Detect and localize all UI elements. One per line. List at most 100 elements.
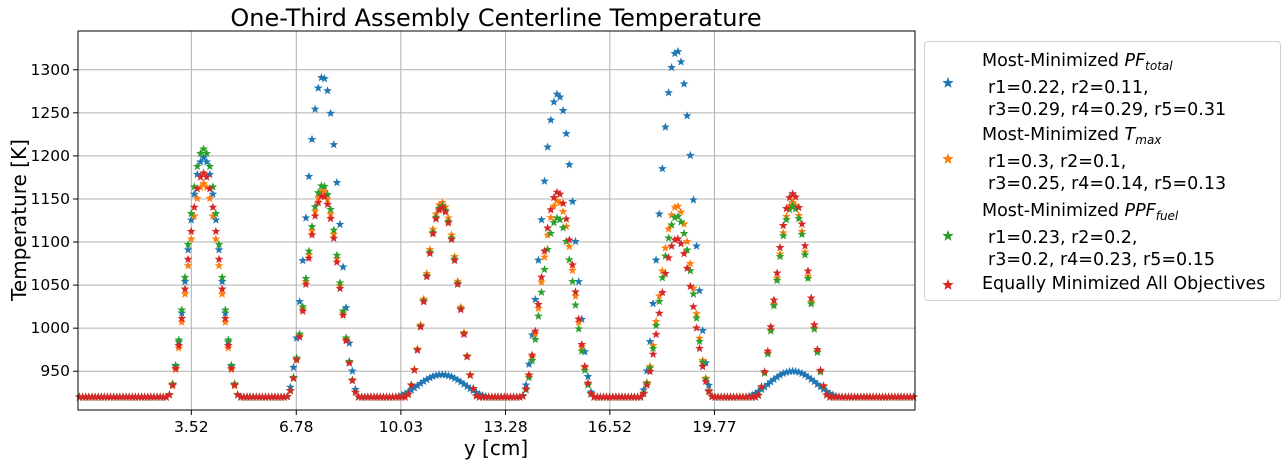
data-point — [161, 392, 171, 401]
data-point — [571, 236, 580, 246]
data-point — [509, 392, 518, 401]
data-point — [465, 370, 475, 380]
data-point — [310, 104, 320, 113]
data-point — [196, 172, 205, 181]
data-point — [766, 377, 776, 386]
data-point — [524, 373, 534, 382]
data-point — [682, 111, 692, 120]
data-point — [192, 193, 202, 203]
legend-line: Most-Minimized PPFfuel — [982, 201, 1179, 223]
chart-title: One-Third Assembly Centerline Temperatur… — [230, 4, 761, 32]
data-point — [171, 363, 181, 373]
data-point — [543, 244, 552, 254]
data-point — [837, 392, 847, 401]
legend: Most-Minimized PFtotal r1=0.22, r2=0.11,… — [924, 41, 1281, 301]
data-point — [413, 345, 422, 354]
data-point — [335, 219, 345, 229]
data-point — [326, 209, 335, 218]
data-point — [537, 277, 546, 286]
data-point — [320, 187, 329, 196]
data-point — [685, 150, 695, 160]
data-point — [186, 215, 196, 224]
data-point — [183, 239, 193, 249]
data-point — [568, 260, 577, 269]
data-point — [419, 376, 429, 386]
data-point — [199, 144, 208, 153]
data-point — [341, 336, 351, 345]
data-point — [673, 234, 683, 243]
data-point — [651, 255, 661, 264]
data-point — [645, 367, 655, 376]
data-point — [106, 392, 115, 401]
plot-frame — [77, 30, 916, 411]
data-point — [769, 374, 779, 384]
data-point — [543, 223, 552, 232]
data-point — [183, 245, 193, 254]
data-point — [189, 202, 199, 212]
data-point — [788, 189, 797, 198]
data-point — [695, 336, 704, 346]
data-point — [782, 204, 791, 213]
data-point — [208, 189, 218, 198]
y-axis: 950 1000 1050 1100 1150 1200 1250 1300 — [31, 61, 78, 380]
legend-line: Most-Minimized Tmax — [982, 125, 1162, 147]
data-point — [419, 297, 429, 306]
data-point — [769, 295, 779, 304]
data-point — [471, 391, 481, 400]
y-tick-label: 950 — [40, 362, 70, 380]
data-point — [527, 330, 537, 339]
data-point — [778, 368, 788, 378]
data-point — [217, 289, 227, 298]
data-point — [196, 182, 205, 192]
data-point — [580, 361, 590, 371]
data-point — [192, 161, 202, 171]
data-point — [574, 277, 584, 286]
data-point — [434, 370, 444, 379]
data-point — [202, 172, 212, 181]
data-point — [847, 392, 856, 401]
data-point — [689, 302, 698, 311]
data-point — [444, 218, 453, 227]
data-point — [99, 392, 109, 401]
data-point — [530, 295, 540, 304]
data-point — [794, 367, 804, 376]
data-point — [320, 181, 329, 191]
data-point — [205, 193, 215, 203]
data-point — [534, 255, 543, 264]
data-point — [313, 198, 323, 207]
data-points — [75, 47, 918, 401]
data-point — [772, 372, 782, 381]
data-point — [561, 129, 571, 138]
data-point — [177, 305, 187, 314]
data-point — [205, 169, 215, 179]
y-tick-label: 1300 — [31, 61, 70, 79]
data-point — [899, 392, 909, 401]
data-point — [583, 378, 593, 387]
data-point — [803, 266, 813, 275]
data-point — [211, 209, 221, 218]
data-point — [323, 199, 332, 209]
y-tick-label: 1000 — [31, 319, 70, 337]
data-point — [564, 160, 574, 169]
data-point — [313, 193, 323, 202]
data-point — [406, 385, 416, 394]
data-point — [788, 201, 797, 210]
data-point — [456, 377, 466, 386]
data-point — [822, 390, 832, 399]
data-point — [673, 201, 683, 211]
data-point — [332, 257, 342, 266]
data-point — [642, 380, 652, 389]
data-point — [220, 308, 230, 317]
data-point — [658, 273, 667, 282]
data-point — [794, 214, 804, 223]
data-point — [713, 392, 723, 401]
data-point — [298, 256, 308, 265]
data-point — [809, 377, 819, 386]
legend-line: r1=0.23, r2=0.2, — [988, 228, 1138, 248]
data-point — [211, 226, 221, 236]
data-point — [348, 376, 357, 385]
data-point — [667, 220, 676, 229]
data-point — [763, 346, 773, 355]
legend-marker-red-star-icon — [942, 279, 954, 290]
data-point — [202, 148, 212, 158]
